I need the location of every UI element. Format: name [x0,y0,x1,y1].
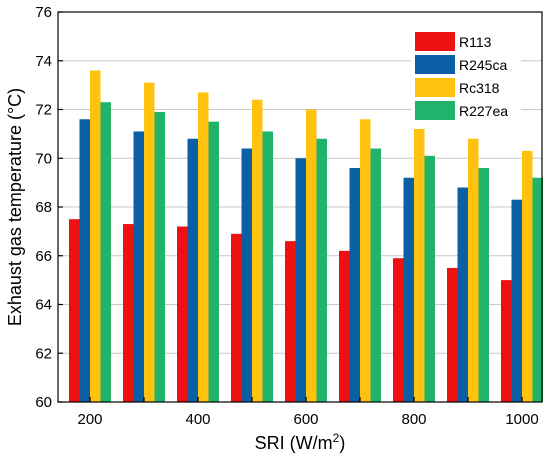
bar-rc318-900 [468,138,479,402]
legend-swatch [415,101,455,120]
bar-rc318-200 [90,70,101,402]
bar-r227ea-600 [316,138,327,402]
legend: R113 R245ca Rc318 R227ea [411,28,521,124]
bar-rc318-800 [414,129,425,402]
bar-r227ea-500 [262,131,273,402]
bar-r227ea-800 [424,155,435,402]
bar-r227ea-900 [478,168,489,402]
bar-r227ea-1000 [532,177,543,402]
bar-r245ca-300 [133,131,144,402]
y-tick-label: 60 [35,394,52,411]
x-tick-label: 600 [293,411,318,428]
bar-r227ea-700 [370,148,381,402]
x-tick-label: 800 [401,411,426,428]
legend-label: Rc318 [459,80,500,96]
y-tick-label: 74 [35,53,52,70]
bar-r245ca-500 [241,148,252,402]
bar-rc318-600 [306,109,317,402]
bar-r113-200 [69,219,80,402]
bar-r245ca-1000 [511,199,522,402]
bar-r113-900 [447,267,458,402]
y-tick-label: 66 [35,248,52,265]
bar-r227ea-400 [208,121,219,402]
y-tick-label: 64 [35,297,52,314]
x-axis-title-suffix: ) [339,433,345,453]
bar-r245ca-700 [349,168,360,402]
legend-label: R227ea [459,103,508,119]
legend-swatch [415,32,455,51]
bar-r113-400 [177,226,188,402]
bar-r113-700 [339,250,350,402]
legend-swatch [415,78,455,97]
y-axis: 60 62 64 66 68 70 72 74 76 [35,4,63,411]
legend-label: R245ca [459,57,507,73]
y-axis-title: Exhaust gas temperature (°C) [5,88,25,326]
bar-r113-1000 [501,280,512,402]
bar-r245ca-600 [295,158,306,402]
bar-r245ca-400 [187,138,198,402]
bar-r245ca-900 [457,187,468,402]
bar-rc318-300 [144,82,155,402]
bar-r245ca-800 [403,177,414,402]
y-tick-label: 62 [35,345,52,362]
y-tick-label: 70 [35,150,52,167]
bar-r113-300 [123,224,134,402]
y-tick-label: 68 [35,199,52,216]
x-axis-title-superscript: 2 [333,431,340,445]
bar-rc318-1000 [522,150,533,402]
x-tick-label: 400 [185,411,210,428]
legend-label: R113 [459,34,492,50]
bar-r227ea-300 [154,111,165,402]
y-tick-label: 76 [35,4,52,21]
bar-rc318-500 [252,99,263,402]
x-axis: 200 400 600 800 1000 [77,397,539,428]
y-tick-label: 72 [35,102,52,119]
bar-area [69,70,543,402]
bar-r113-800 [393,258,404,402]
bar-r245ca-200 [79,119,90,402]
bar-r227ea-200 [100,102,111,402]
bar-rc318-700 [360,119,371,402]
x-tick-label: 200 [77,411,102,428]
bar-r113-600 [285,241,296,402]
x-axis-title: SRI (W/m2) [255,431,346,453]
x-tick-label: 1000 [505,411,538,428]
bar-rc318-400 [198,92,209,402]
x-axis-title-main: SRI (W/m [255,433,333,453]
bar-r113-500 [231,233,242,402]
legend-swatch [415,55,455,74]
